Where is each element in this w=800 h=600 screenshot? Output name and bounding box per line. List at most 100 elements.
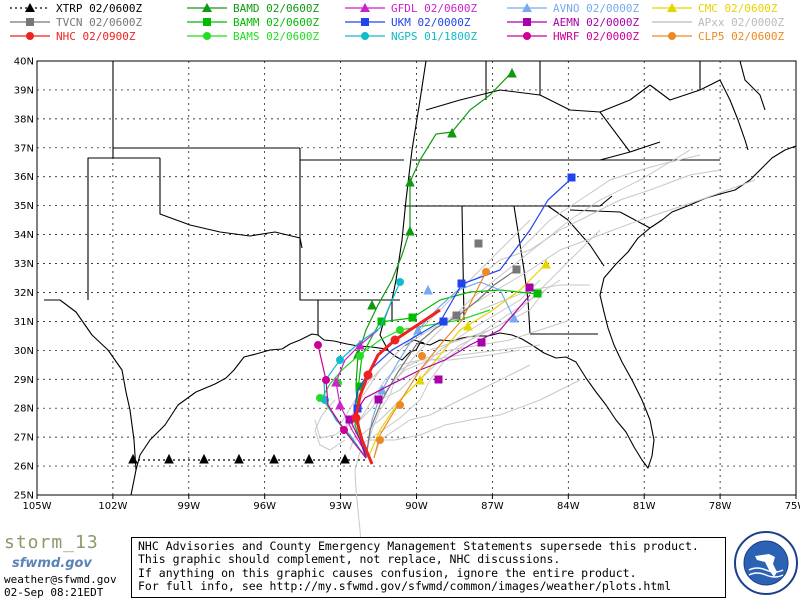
cmc-line: [367, 263, 547, 459]
legend-swatch-icon: [507, 32, 547, 40]
xtrp-marker: [304, 453, 314, 464]
clp5-marker: [376, 436, 384, 444]
ngps-marker: [396, 278, 404, 286]
disclaimer-line: NHC Advisories and County Emergency Mana…: [138, 539, 699, 553]
track-hwrf: [314, 341, 367, 459]
lon-tick-label: 87W: [481, 501, 504, 512]
ark-border: [299, 148, 318, 301]
lon-tick-label: 99W: [177, 501, 200, 512]
legend-swatch-icon: [345, 18, 385, 26]
lon-tick-label: 93W: [329, 501, 352, 512]
lat-tick-label: 25N: [14, 491, 34, 502]
legend-swatch-icon: [187, 3, 227, 12]
storm-name: storm_13: [4, 532, 99, 553]
legend-label: CMC 02/0600Z: [698, 2, 778, 15]
legend-swatch-icon: [652, 3, 692, 12]
legend-label: XTRP 02/0600Z: [56, 2, 143, 15]
legend-swatch-icon: [652, 21, 692, 23]
mississippi-river: [379, 60, 427, 351]
lat-tick-label: 37N: [14, 143, 34, 154]
legend-swatch-icon: [345, 3, 385, 12]
legend-swatch-icon: [345, 32, 385, 40]
avno-marker: [423, 284, 433, 295]
bamd-marker: [405, 225, 415, 236]
hwrf-marker: [340, 426, 348, 434]
gfdl-marker: [355, 339, 365, 350]
nhc-marker: [351, 413, 361, 423]
lon-tick-label: 84W: [557, 501, 580, 512]
datestamp: 02-Sep 08:21EDT: [4, 586, 104, 599]
legend-swatch-icon: [652, 32, 692, 40]
hwrf-marker: [314, 341, 322, 349]
legend-swatch-icon: [187, 32, 227, 40]
ukm-marker: [439, 317, 448, 326]
legend-label: TVCN 02/0600Z: [56, 16, 143, 29]
legend-label: BAMM 02/0600Z: [233, 16, 320, 29]
cmc-marker: [415, 374, 425, 385]
track-cmc: [367, 258, 551, 459]
clp5-line: [373, 271, 487, 459]
tvcn-marker: [474, 239, 483, 248]
ky-border: [412, 141, 661, 161]
disclaimer-line: If anything on this graphic causes confu…: [138, 565, 637, 580]
gfdl-marker: [331, 376, 341, 387]
sfwmd-seal-icon: [734, 531, 798, 595]
bamd-marker: [405, 176, 415, 187]
apxx-track: [364, 344, 541, 456]
bams-marker: [356, 352, 364, 360]
legend-label: HWRF 02/0000Z: [553, 30, 640, 43]
ukm-marker: [457, 279, 466, 288]
hwrf-line: [317, 344, 367, 459]
ngps-marker: [336, 356, 344, 364]
wv-border: [599, 79, 721, 153]
coastline: [130, 145, 797, 496]
lon-tick-label: 102W: [98, 501, 127, 512]
lat-tick-label: 26N: [14, 462, 34, 473]
lon-tick-label: 105W: [23, 501, 52, 512]
legend-swatch-icon: [10, 3, 50, 12]
texas-nm-border: [87, 157, 160, 300]
legend-label: GFDL 02/0600Z: [391, 2, 478, 15]
contact-email: weather@sfwmd.gov: [4, 573, 117, 586]
legend-label: NHC 02/0900Z: [56, 30, 136, 43]
apxx-track: [374, 364, 531, 456]
track-gfdl: [331, 329, 379, 461]
chesapeake: [719, 79, 749, 151]
lon-tick-label: 81W: [633, 501, 656, 512]
ukm-marker: [567, 173, 576, 182]
cmc-marker: [463, 320, 473, 331]
apxx-track: [379, 279, 541, 401]
xtrp-marker: [269, 453, 279, 464]
legend-label: CLP5 02/0600Z: [698, 30, 785, 43]
apxx-track: [370, 379, 581, 441]
land-outlines: [44, 60, 797, 496]
lon-tick-label: 96W: [253, 501, 276, 512]
legend: XTRP 02/0600Z BAMD 02/0600Z GFDL 02/0600Z A…: [0, 0, 800, 46]
track-nhc: [351, 308, 441, 465]
tn-border: [404, 195, 613, 207]
legend-label: AEMN 02/0000Z: [553, 16, 640, 29]
ms-al-border: [461, 205, 465, 321]
legend-label: AVNO 02/0000Z: [553, 2, 640, 15]
track-xtrp: [128, 453, 366, 464]
clp5-marker: [396, 401, 404, 409]
legend-label: UKM 02/0000Z: [391, 16, 471, 29]
clp5-marker: [418, 352, 426, 360]
lat-tick-label: 35N: [14, 201, 34, 212]
lat-tick-label: 29N: [14, 375, 34, 386]
legend-label: APxx 02/0000Z: [698, 16, 785, 29]
apxx-track: [429, 289, 546, 351]
aemn-marker: [477, 338, 486, 347]
legend-label: BAMS 02/0600Z: [233, 30, 320, 43]
avno-marker: [509, 312, 519, 323]
apxx-track: [359, 279, 561, 446]
tvcn-line: [365, 269, 517, 459]
tvcn-marker: [512, 265, 521, 274]
xtrp-marker: [340, 453, 350, 464]
ohio-river: [425, 84, 651, 113]
lat-tick-label: 39N: [14, 85, 34, 96]
aemn-marker: [434, 375, 443, 384]
legend-swatch-icon: [10, 32, 50, 40]
legend-label: BAMD 02/0600Z: [233, 2, 320, 15]
track-aemn: [345, 283, 534, 459]
